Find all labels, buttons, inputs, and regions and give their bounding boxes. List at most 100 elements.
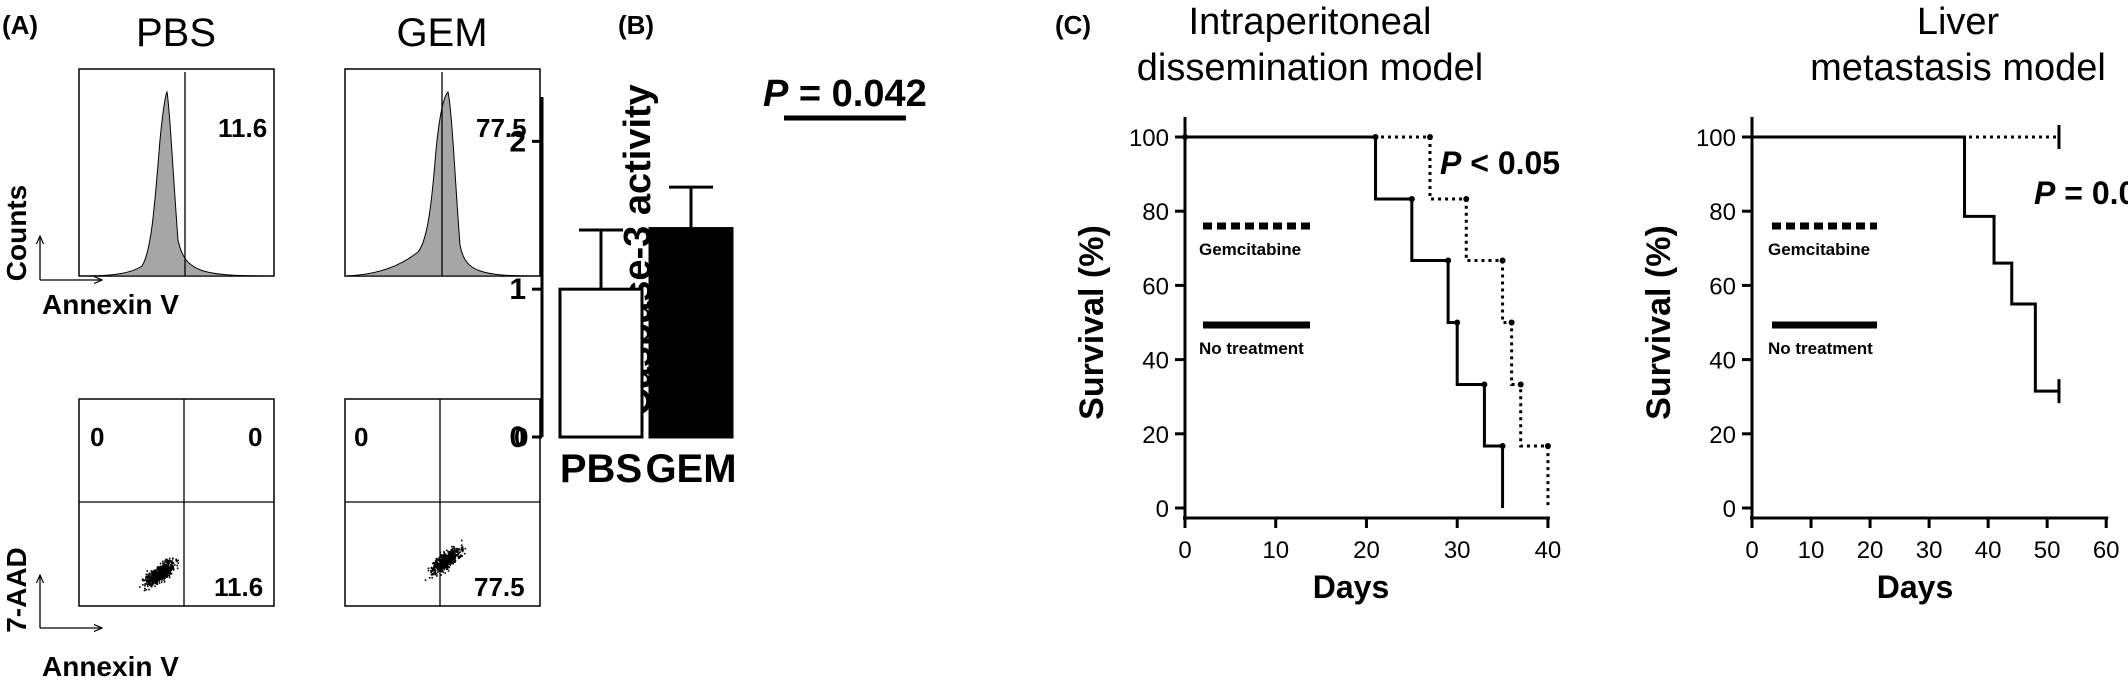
dot — [162, 571, 164, 574]
dot — [147, 576, 149, 579]
dot — [168, 559, 171, 562]
x-tick-label: 20 — [1353, 537, 1380, 564]
dot — [448, 563, 451, 566]
dot — [155, 577, 157, 579]
dot — [448, 553, 451, 555]
quadrant-ul-value: 0 — [354, 422, 368, 452]
dot — [439, 560, 441, 562]
annexin-axis-label-bottom: Annexin V — [42, 651, 179, 682]
dot — [450, 549, 452, 552]
dot — [442, 555, 444, 557]
dot — [163, 563, 165, 565]
dot — [176, 567, 179, 570]
dot — [161, 566, 164, 568]
dot — [156, 572, 158, 575]
dot — [444, 561, 447, 563]
dot — [433, 564, 435, 567]
dot — [165, 573, 168, 576]
dot — [456, 551, 458, 553]
dot — [435, 573, 438, 575]
dot — [152, 574, 154, 577]
dot — [162, 562, 164, 565]
dot — [460, 546, 463, 549]
dot — [453, 545, 455, 548]
dot — [459, 554, 462, 557]
dot — [447, 562, 450, 565]
dot — [453, 556, 455, 558]
dot — [161, 574, 164, 577]
dot — [141, 579, 144, 582]
dot — [447, 555, 450, 557]
x-tick-label: 60 — [2093, 537, 2120, 564]
dot — [454, 555, 456, 558]
dot — [156, 580, 159, 583]
dot — [157, 567, 159, 570]
dot — [164, 577, 166, 580]
dot — [438, 567, 441, 569]
dot — [162, 565, 165, 567]
dot — [169, 571, 172, 574]
dot — [152, 576, 155, 578]
dot — [439, 551, 442, 554]
dot — [438, 564, 440, 566]
dot — [161, 571, 163, 574]
dot — [153, 570, 155, 572]
dot — [435, 557, 438, 560]
dot — [150, 574, 152, 576]
dot — [432, 569, 434, 571]
dot — [166, 569, 169, 572]
x-tick-label: 30 — [1444, 537, 1471, 564]
dot — [145, 578, 147, 580]
dot — [148, 580, 151, 583]
dot — [438, 566, 441, 569]
p-text: = 0.042 — [788, 73, 926, 115]
dot — [457, 552, 459, 555]
dot — [158, 573, 161, 575]
dot — [438, 564, 441, 567]
dot — [152, 579, 155, 581]
dot — [442, 567, 444, 569]
dot — [169, 569, 172, 572]
7aad-axis-label: 7-AAD — [1, 547, 32, 633]
quadrant-ur-value: 0 — [248, 422, 262, 452]
histogram-gem-value: 77.5 — [476, 113, 527, 143]
dot — [168, 571, 171, 574]
dot — [445, 555, 448, 557]
dot — [158, 582, 161, 584]
dot — [443, 561, 446, 564]
y-tick-label: 1 — [509, 273, 526, 306]
dot — [440, 556, 443, 558]
dot-cloud — [424, 539, 467, 581]
left-p-value: P < 0.05 — [1440, 145, 1560, 181]
dot — [165, 568, 168, 570]
dot — [457, 556, 460, 559]
dot — [160, 566, 163, 568]
dot — [431, 576, 433, 579]
dot — [150, 580, 152, 582]
y-tick-label: 100 — [1129, 125, 1169, 152]
dot — [445, 567, 448, 569]
dot — [442, 563, 445, 566]
dot — [170, 564, 172, 566]
dot — [160, 578, 163, 580]
dot — [151, 571, 153, 573]
dot — [153, 572, 156, 574]
event-marker — [1372, 134, 1379, 140]
dot — [446, 549, 448, 552]
dot — [446, 564, 449, 566]
dot — [177, 562, 180, 564]
dot — [148, 588, 150, 591]
dot — [172, 566, 174, 569]
dot — [158, 577, 161, 579]
dot — [143, 579, 145, 582]
dot — [427, 569, 430, 572]
dot — [450, 556, 453, 559]
p-letter: P — [1440, 145, 1462, 181]
dot — [159, 568, 161, 570]
dot — [151, 572, 154, 575]
dot — [161, 569, 164, 571]
dot — [439, 562, 441, 565]
dot — [452, 561, 454, 563]
dot — [162, 577, 165, 579]
